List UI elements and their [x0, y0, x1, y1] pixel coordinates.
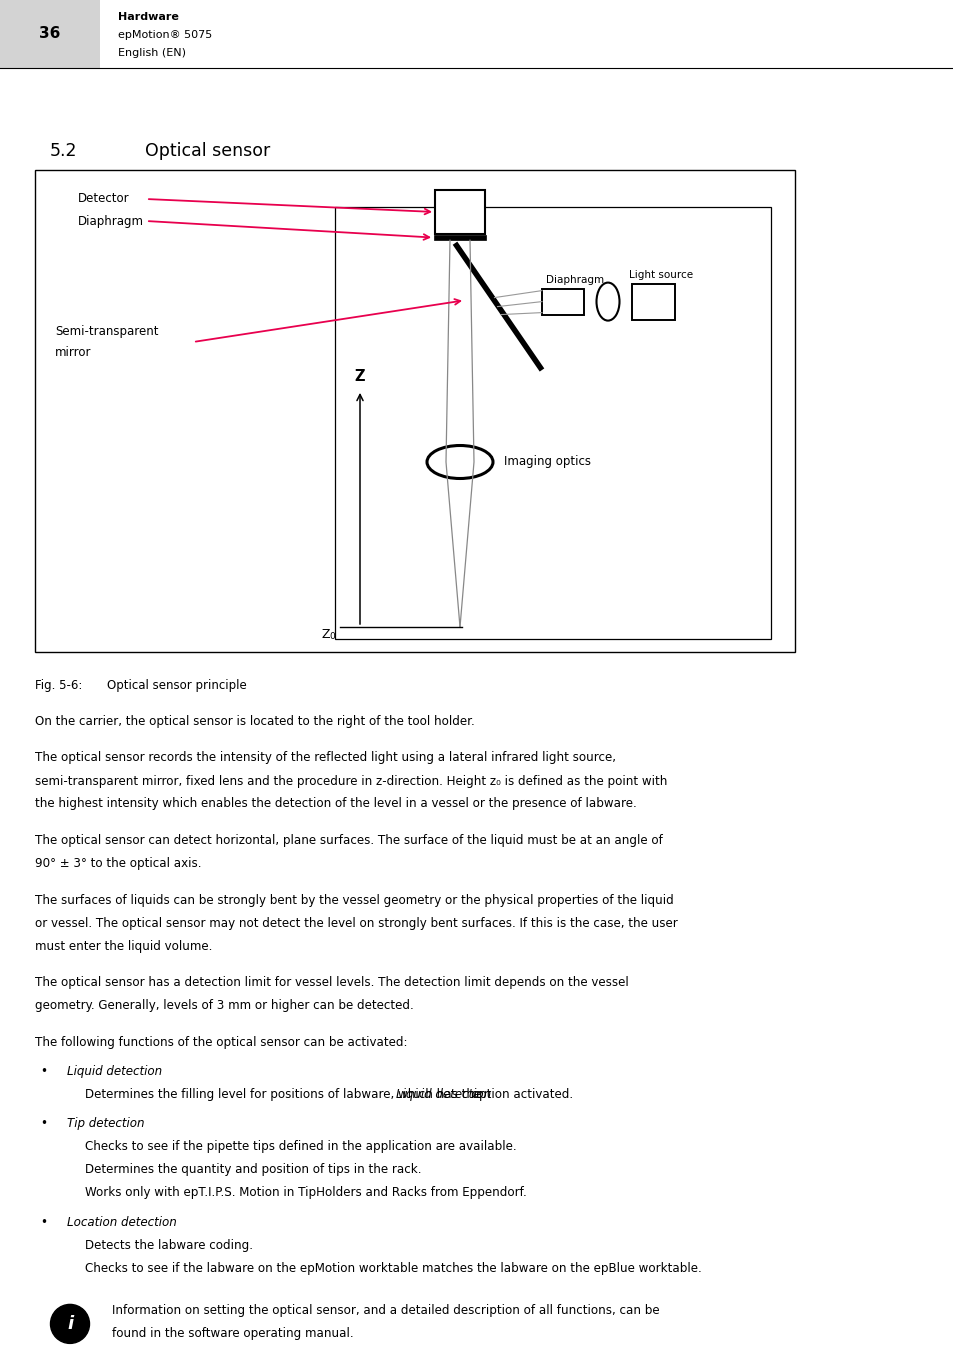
- Text: The following functions of the optical sensor can be activated:: The following functions of the optical s…: [35, 1035, 407, 1049]
- Bar: [434, 235, 485, 240]
- Text: Hardware: Hardware: [118, 12, 179, 22]
- Ellipse shape: [596, 282, 618, 320]
- Bar: [100, 0, 953, 68]
- Text: Fig. 5-6:: Fig. 5-6:: [35, 679, 82, 693]
- Text: semi-transparent mirror, fixed lens and the procedure in z-direction. Height z₀ : semi-transparent mirror, fixed lens and …: [35, 775, 667, 787]
- Text: option activated.: option activated.: [467, 1088, 572, 1100]
- Text: 90° ± 3° to the optical axis.: 90° ± 3° to the optical axis.: [35, 857, 201, 869]
- Text: The surfaces of liquids can be strongly bent by the vessel geometry or the physi: The surfaces of liquids can be strongly …: [35, 894, 673, 906]
- Text: Determines the filling level for positions of labware, which has the: Determines the filling level for positio…: [85, 1088, 484, 1100]
- Text: Optical sensor principle: Optical sensor principle: [107, 679, 247, 693]
- Text: Semi-transparent: Semi-transparent: [55, 325, 158, 339]
- Bar: [335, 207, 770, 639]
- Text: Optical sensor: Optical sensor: [145, 142, 270, 161]
- Bar: [631, 284, 675, 320]
- Text: Detector: Detector: [78, 193, 130, 205]
- Text: 36: 36: [39, 27, 61, 42]
- Text: Imaging optics: Imaging optics: [503, 455, 590, 468]
- Text: •: •: [40, 1065, 47, 1077]
- Text: The optical sensor has a detection limit for vessel levels. The detection limit : The optical sensor has a detection limit…: [35, 976, 628, 990]
- Text: Z: Z: [322, 628, 330, 641]
- Text: Detects the labware coding.: Detects the labware coding.: [85, 1239, 253, 1251]
- Text: must enter the liquid volume.: must enter the liquid volume.: [35, 940, 213, 953]
- Bar: [35, 170, 794, 652]
- Text: Z: Z: [355, 369, 365, 383]
- Text: the highest intensity which enables the detection of the level in a vessel or th: the highest intensity which enables the …: [35, 798, 636, 810]
- Circle shape: [51, 1304, 90, 1343]
- Text: •: •: [40, 1118, 47, 1130]
- Text: epMotion® 5075: epMotion® 5075: [118, 30, 212, 40]
- Text: geometry. Generally, levels of 3 mm or higher can be detected.: geometry. Generally, levels of 3 mm or h…: [35, 999, 414, 1012]
- Bar: [541, 289, 583, 315]
- Text: Checks to see if the labware on the epMotion worktable matches the labware on th: Checks to see if the labware on the epMo…: [85, 1262, 701, 1274]
- Text: English (EN): English (EN): [118, 49, 186, 58]
- Text: or vessel. The optical sensor may not detect the level on strongly bent surfaces: or vessel. The optical sensor may not de…: [35, 917, 677, 930]
- Text: Information on setting the optical sensor, and a detailed description of all fun: Information on setting the optical senso…: [112, 1304, 659, 1316]
- Text: •: •: [40, 1216, 47, 1229]
- Text: Liquid detection: Liquid detection: [67, 1065, 162, 1077]
- Text: Determines the quantity and position of tips in the rack.: Determines the quantity and position of …: [85, 1164, 421, 1176]
- Text: The optical sensor records the intensity of the reflected light using a lateral : The optical sensor records the intensity…: [35, 752, 616, 764]
- Text: mirror: mirror: [55, 346, 91, 359]
- Text: Location detection: Location detection: [67, 1216, 176, 1229]
- Text: Liquid detection: Liquid detection: [395, 1088, 490, 1100]
- Text: Checks to see if the pipette tips defined in the application are available.: Checks to see if the pipette tips define…: [85, 1141, 517, 1153]
- Text: 5.2: 5.2: [50, 142, 77, 161]
- Text: Diaphragm: Diaphragm: [78, 215, 144, 228]
- Text: Tip detection: Tip detection: [67, 1118, 144, 1130]
- Text: Light source: Light source: [629, 270, 693, 279]
- Text: Diaphragm: Diaphragm: [545, 274, 603, 285]
- Text: Works only with epT.I.P.S. Motion in TipHolders and Racks from Eppendorf.: Works only with epT.I.P.S. Motion in Tip…: [85, 1187, 526, 1199]
- Text: 0: 0: [329, 632, 335, 641]
- Text: The optical sensor can detect horizontal, plane surfaces. The surface of the liq: The optical sensor can detect horizontal…: [35, 834, 662, 846]
- Text: found in the software operating manual.: found in the software operating manual.: [112, 1327, 354, 1341]
- Text: On the carrier, the optical sensor is located to the right of the tool holder.: On the carrier, the optical sensor is lo…: [35, 716, 475, 728]
- Bar: [0, 0, 100, 68]
- Bar: [435, 190, 484, 234]
- Ellipse shape: [427, 446, 493, 478]
- Text: i: i: [67, 1315, 73, 1332]
